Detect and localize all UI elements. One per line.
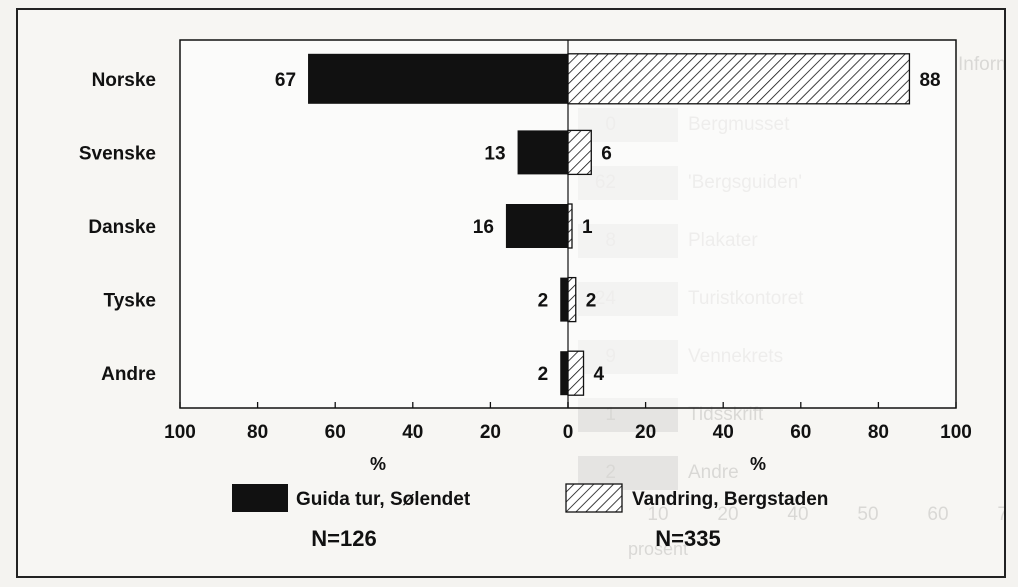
legend: Guida tur, Sølendet Vandring, Bergstaden N…	[232, 484, 828, 551]
chart-frame: InformasjonskildeBergmusset0'Bergsguiden…	[16, 8, 1006, 578]
bar-right	[568, 54, 909, 104]
value-label-right: 2	[586, 291, 597, 312]
legend-label-left: Guida tur, Sølendet	[296, 489, 471, 510]
bar-right	[568, 278, 576, 322]
x-tick-label-right: 100	[940, 422, 972, 443]
x-axis-label-left: %	[370, 454, 386, 474]
value-label-left: 16	[473, 217, 494, 238]
category-label: Svenske	[79, 143, 156, 164]
bar-left	[506, 204, 568, 248]
bar-left	[308, 54, 568, 104]
x-tick-label-right: 60	[790, 422, 811, 443]
ghost-tick: 50	[857, 504, 878, 525]
x-tick-label-right: 20	[635, 422, 656, 443]
x-tick-label-right: 40	[713, 422, 734, 443]
bar-right	[568, 351, 584, 395]
ghost-tick: 70	[997, 504, 1004, 525]
category-label: Tyske	[104, 291, 156, 312]
x-tick-label-right: 80	[868, 422, 889, 443]
legend-label-right: Vandring, Bergstaden	[632, 489, 828, 510]
bar-left	[518, 130, 568, 174]
ghost-value: 2	[605, 462, 616, 483]
x-tick-label-left: 0	[563, 422, 574, 443]
bar-left	[560, 278, 568, 322]
bar-right	[568, 204, 572, 248]
ghost-tick: 60	[927, 504, 948, 525]
x-tick-label-left: 100	[164, 422, 196, 443]
category-label: Norske	[92, 70, 156, 91]
x-axis-label-right: %	[750, 454, 766, 474]
x-tick-label-left: 40	[402, 422, 423, 443]
bar-right	[568, 130, 591, 174]
sample-size-left: N=126	[311, 526, 376, 551]
legend-swatch-solid	[232, 484, 288, 512]
x-tick-label-left: 20	[480, 422, 501, 443]
value-label-right: 4	[594, 364, 605, 385]
x-tick-label-left: 60	[325, 422, 346, 443]
value-label-right: 6	[601, 143, 612, 164]
value-label-left: 2	[538, 291, 549, 312]
legend-swatch-hatched	[566, 484, 622, 512]
value-label-left: 67	[275, 70, 296, 91]
bar-left	[560, 351, 568, 395]
x-tick-label-left: 80	[247, 422, 268, 443]
category-label: Danske	[88, 217, 156, 238]
sample-size-right: N=335	[655, 526, 720, 551]
plot-area: 100 80 60 40 20 0 20 40 60 80 100% % Norske 67 88 Svens…	[79, 40, 972, 474]
category-label: Andre	[101, 364, 156, 385]
value-label-right: 1	[582, 217, 593, 238]
diverging-bar-chart: InformasjonskildeBergmusset0'Bergsguiden…	[18, 10, 1004, 576]
value-label-left: 13	[484, 143, 505, 164]
value-label-left: 2	[538, 364, 549, 385]
ghost-title: Informasjonskilde	[958, 54, 1004, 75]
ghost-label: Andre	[688, 462, 739, 483]
value-label-right: 88	[919, 70, 940, 91]
